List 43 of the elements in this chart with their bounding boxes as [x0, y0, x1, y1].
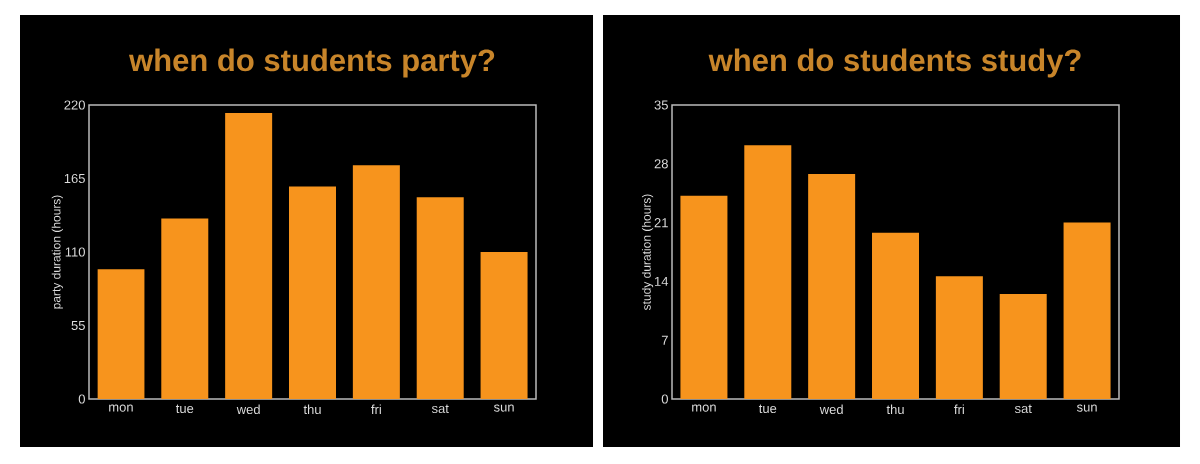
bar — [161, 218, 209, 399]
x-tick-label: thu — [303, 404, 321, 415]
x-tick-label: mon — [109, 404, 133, 412]
x-tick-label: sun — [1076, 404, 1097, 412]
y-tick-label: 55 — [71, 320, 85, 331]
y-tick-label: 35 — [654, 100, 668, 110]
bar — [1063, 222, 1111, 399]
y-tick-label: 21 — [654, 218, 668, 228]
y-tick-label: 110 — [65, 247, 85, 257]
x-tick-label: sat — [431, 404, 449, 414]
y-tick-label: 0 — [78, 394, 85, 404]
y-axis-title: study duration (hours) — [641, 194, 654, 311]
y-tick-label: 28 — [654, 159, 668, 169]
bar — [744, 145, 792, 399]
x-tick-label: fri — [954, 404, 964, 414]
bar — [416, 197, 464, 399]
x-tick-label: sun — [493, 404, 514, 412]
x-tick-label: tue — [758, 404, 777, 414]
bar — [352, 165, 400, 399]
x-tick-label: wed — [819, 404, 843, 415]
x-tick-label: wed — [236, 404, 260, 415]
y-tick-label: 7 — [661, 335, 668, 345]
x-tick-label: thu — [886, 404, 904, 415]
bar — [808, 173, 856, 399]
chart-title: when do students study? — [708, 48, 1081, 78]
y-tick-label: 0 — [661, 394, 668, 404]
bar — [97, 269, 145, 399]
y-axis-title: party duration (hours) — [51, 195, 63, 309]
bar — [480, 252, 528, 399]
bar — [935, 276, 983, 399]
y-tick-label: 220 — [64, 100, 85, 110]
y-tick-label: 165 — [64, 173, 85, 184]
bar — [680, 195, 728, 399]
y-tick-label: 14 — [655, 276, 669, 286]
x-tick-label: fri — [371, 404, 381, 414]
bar — [225, 113, 273, 399]
x-tick-label: mon — [692, 404, 716, 412]
bar — [872, 232, 919, 399]
x-tick-label: sat — [1014, 404, 1032, 414]
bar — [289, 186, 336, 399]
bar — [999, 294, 1047, 399]
chart-title: when do students party? — [128, 48, 495, 78]
x-tick-label: tue — [175, 404, 194, 414]
